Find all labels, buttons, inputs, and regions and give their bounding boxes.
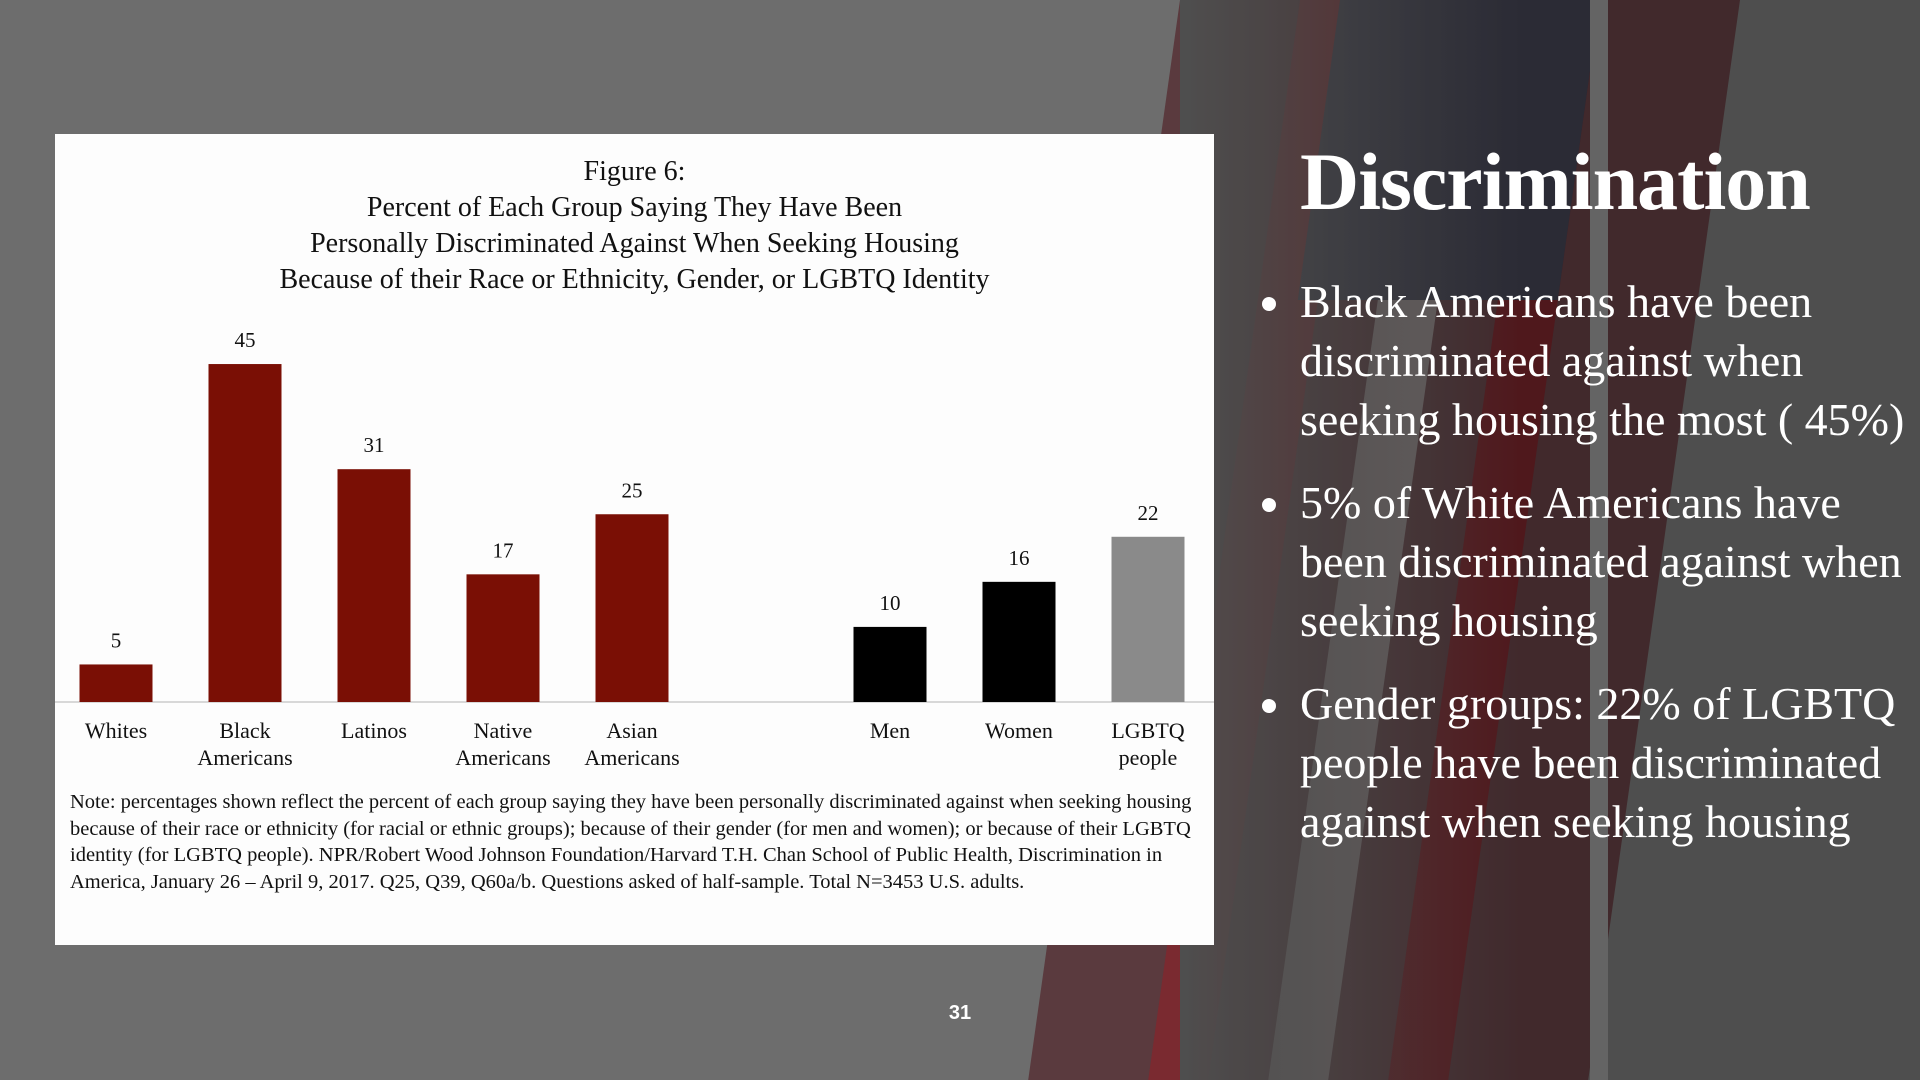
bullet: 5% of White Americans have been discrimi…: [1296, 473, 1916, 650]
chart-note: Note: percentages shown reflect the perc…: [70, 791, 1192, 893]
x-tick-label: Black Americans: [197, 718, 293, 770]
bullet: Black Americans have been discriminated …: [1296, 272, 1916, 449]
value-label: 16: [1009, 546, 1030, 570]
bar: [595, 514, 669, 702]
flag-pole: [1590, 0, 1608, 1080]
x-tick-label: Men: [869, 718, 911, 743]
bar: [79, 664, 153, 702]
x-tick-label: LGBTQ people: [1111, 718, 1185, 770]
bar: [337, 469, 411, 702]
x-tick-label: Asian Americans: [584, 718, 680, 770]
x-tick-label: Native Americans: [455, 718, 551, 770]
bar: [982, 581, 1056, 702]
value-label: 45: [235, 328, 256, 352]
bar: [853, 626, 927, 702]
page-number: 31: [948, 1002, 972, 1024]
bar: [208, 364, 282, 702]
value-label: 22: [1138, 501, 1159, 525]
chart-title: Figure 6:: [583, 156, 686, 187]
x-tick-label: Women: [985, 718, 1053, 743]
value-label: 31: [364, 433, 385, 457]
value-label: 25: [622, 478, 643, 502]
value-label: 10: [880, 591, 901, 615]
x-tick-label: Latinos: [341, 718, 407, 743]
chart: 5 45 31 17 25 10 16 22: [55, 328, 1214, 703]
slide-title: Discrimination: [1300, 136, 1811, 227]
shade: [1180, 0, 1920, 1080]
bar: [466, 574, 540, 702]
chart-panel: 5 45 31 17 25 10 16 22 Figure 6: Percent of Eac…: [55, 134, 1214, 945]
bar: [1111, 536, 1185, 702]
chart-subtitle: Percent of Each Group Saying They Have B…: [279, 192, 990, 295]
x-tick-label: Whites: [84, 718, 148, 743]
value-label: 17: [493, 538, 514, 562]
fade: [1180, 0, 1520, 1080]
bullet-list: Black Americans have been discriminated …: [1252, 272, 1916, 875]
bullet: Gender groups: 22% of LGBTQ people have …: [1296, 674, 1916, 851]
value-label: 5: [111, 628, 122, 652]
